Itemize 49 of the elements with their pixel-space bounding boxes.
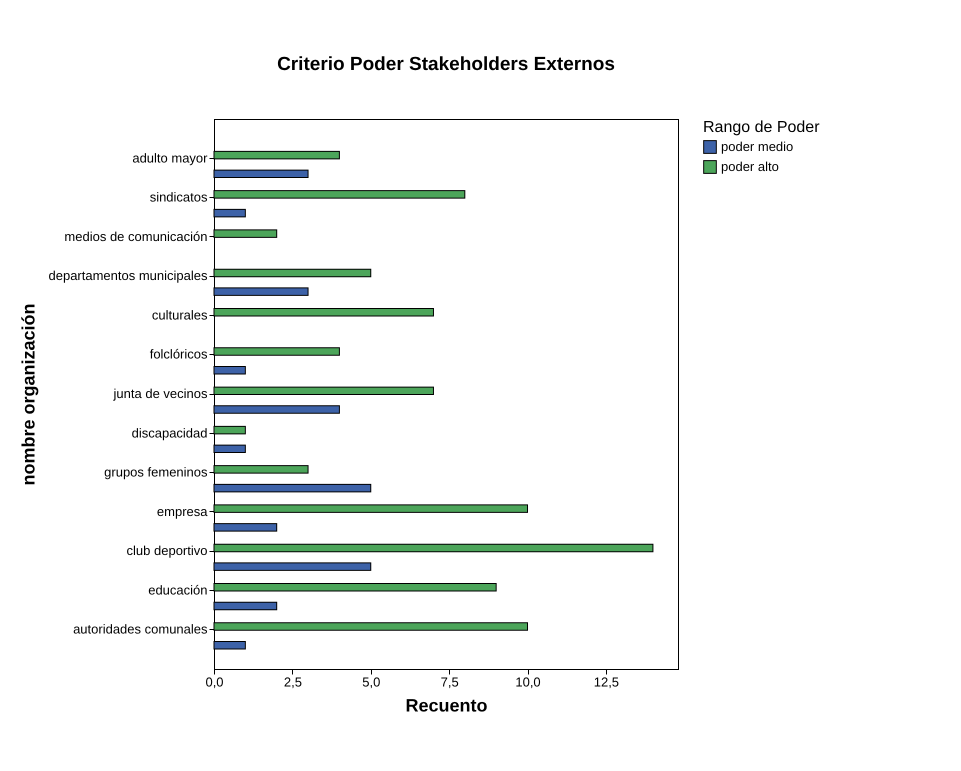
x-tick-label: 5,0: [362, 674, 380, 690]
bar: [214, 484, 372, 492]
x-tick-label: 7,5: [440, 674, 459, 690]
y-tick-label: club deportivo: [126, 543, 208, 558]
bar: [214, 287, 309, 296]
bar: [214, 583, 497, 592]
bar: [214, 150, 340, 160]
bar: [214, 347, 340, 356]
chart-title: Criterio Poder Stakeholders Externos: [277, 54, 615, 75]
bar: [214, 170, 309, 178]
bar: [214, 465, 309, 474]
y-tick-label: culturales: [152, 307, 208, 322]
x-tick-label: 12,5: [594, 674, 620, 690]
bar: [214, 366, 246, 374]
bar: [214, 386, 434, 396]
x-tick-label: 2,5: [284, 674, 302, 690]
bar: [214, 190, 466, 199]
legend-label: poder medio: [721, 139, 794, 154]
y-tick-label: empresa: [156, 504, 208, 519]
bar: [214, 208, 246, 218]
bar: [214, 426, 246, 434]
y-tick-label: medios de comunicación: [64, 228, 208, 244]
y-tick-label: departamentos municipales: [48, 268, 208, 284]
y-tick-label: discapacidad: [132, 425, 208, 440]
y-tick-label: junta de vecinos: [112, 386, 208, 401]
y-tick-label: adulto mayor: [132, 150, 208, 166]
y-tick-label: autoridades comunales: [73, 622, 208, 637]
bar: [214, 229, 278, 238]
y-tick-label: educación: [148, 582, 208, 598]
bar: [214, 602, 278, 610]
bar: [214, 523, 278, 532]
x-tick-label: 0,0: [205, 674, 224, 690]
x-tick-label: 10,0: [515, 674, 541, 690]
bar: [214, 308, 434, 316]
bar: [214, 504, 528, 513]
x-axis-title: Recuento: [405, 696, 488, 716]
bar: [214, 562, 372, 571]
legend-label: poder alto: [721, 159, 779, 174]
bar: [214, 405, 340, 414]
y-tick-label: grupos femeninos: [104, 464, 208, 480]
bar: [214, 444, 246, 454]
y-axis-title: nombre organización: [18, 303, 39, 486]
y-tick-label: sindicatos: [150, 190, 208, 205]
bar: [214, 641, 246, 650]
bar: [214, 622, 528, 631]
y-tick-label: folclóricos: [150, 346, 208, 362]
bar: [214, 544, 654, 552]
legend-title: Rango de Poder: [703, 119, 820, 136]
bar: [214, 268, 372, 278]
